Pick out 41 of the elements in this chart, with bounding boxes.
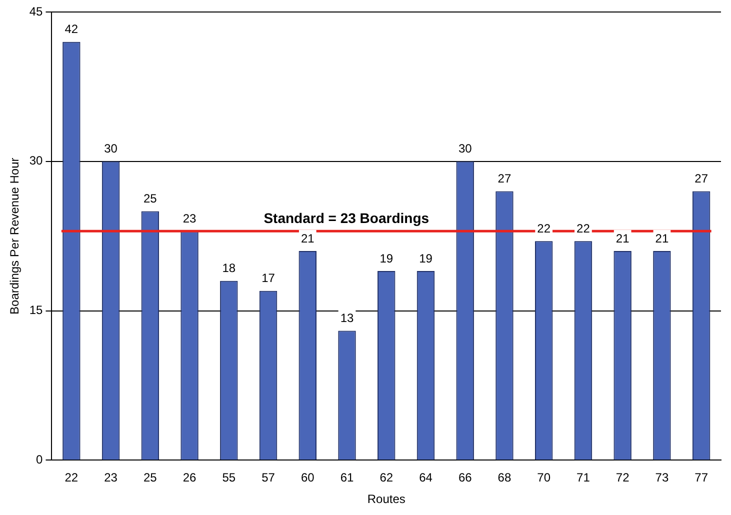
x-tick-label: 61 xyxy=(340,470,354,485)
data-label: 42 xyxy=(64,22,78,36)
data-label: 27 xyxy=(498,172,512,186)
x-tick-label: 73 xyxy=(655,470,669,485)
x-axis-title: Routes xyxy=(367,492,406,506)
y-tick-label: 45 xyxy=(29,4,44,18)
x-tick-label: 23 xyxy=(104,470,118,485)
data-label: 13 xyxy=(340,311,354,326)
x-tick-label: 70 xyxy=(537,470,551,485)
x-tick-label: 66 xyxy=(458,470,472,485)
y-tick-label: 15 xyxy=(29,303,44,318)
y-axis-title: Boardings Per Revenue Hour xyxy=(8,158,22,314)
data-label: 27 xyxy=(694,172,708,186)
x-tick-label: 22 xyxy=(64,470,78,485)
data-label: 23 xyxy=(182,211,197,226)
x-tick-label: 64 xyxy=(419,470,433,485)
data-label: 19 xyxy=(419,251,433,266)
data-label: 21 xyxy=(300,231,315,246)
ref-line-label: Standard = 23 Boardings xyxy=(264,210,430,226)
x-tick-label: 68 xyxy=(498,470,512,485)
x-tick-label: 72 xyxy=(616,470,630,485)
data-label: 18 xyxy=(222,261,236,276)
y-tick-label: 30 xyxy=(29,154,44,168)
y-tick-label: 0 xyxy=(36,452,44,467)
x-tick-label: 71 xyxy=(576,470,590,485)
data-label: 30 xyxy=(104,142,118,156)
x-tick-label: 26 xyxy=(182,470,197,485)
data-label: 21 xyxy=(655,231,669,246)
data-label: 22 xyxy=(576,221,590,236)
data-label: 22 xyxy=(537,221,551,236)
x-tick-label: 60 xyxy=(300,470,315,485)
x-tick-label: 62 xyxy=(380,470,394,485)
x-tick-label: 25 xyxy=(143,470,158,485)
x-tick-label: 57 xyxy=(262,470,276,485)
x-tick-label: 55 xyxy=(222,470,236,485)
data-label: 19 xyxy=(380,251,394,266)
x-tick-label: 77 xyxy=(694,470,708,485)
data-label: 17 xyxy=(262,271,276,286)
data-label: 21 xyxy=(616,231,630,246)
data-label: 25 xyxy=(143,192,158,206)
data-label: 30 xyxy=(458,142,472,156)
